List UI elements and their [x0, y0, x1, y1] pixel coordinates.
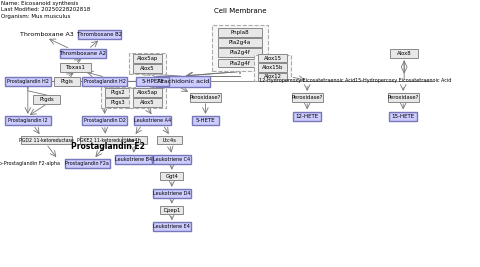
Bar — [133, 98, 162, 107]
Text: Leukotriene E4: Leukotriene E4 — [154, 225, 190, 229]
Text: Alox5ap: Alox5ap — [137, 90, 158, 95]
Bar — [5, 77, 51, 86]
Bar — [133, 54, 162, 63]
Bar — [156, 76, 210, 87]
Bar — [192, 116, 219, 125]
Bar — [54, 77, 81, 86]
Text: Prostaglandin D2: Prostaglandin D2 — [84, 118, 126, 123]
Bar — [258, 73, 287, 81]
Text: PGKE2 11-ketoreductase: PGKE2 11-ketoreductase — [77, 138, 134, 143]
Bar — [218, 58, 262, 67]
Bar — [133, 64, 162, 73]
Text: Peroxidase?: Peroxidase? — [387, 95, 419, 100]
Text: Ggt4: Ggt4 — [166, 174, 178, 179]
Text: Prostaglandin E2: Prostaglandin E2 — [71, 142, 145, 151]
Text: Pla2g4f: Pla2g4f — [229, 61, 251, 65]
Text: 5-HPETE: 5-HPETE — [141, 79, 164, 84]
Text: Ptgis: Ptgis — [61, 79, 73, 84]
Text: Cell Membrane: Cell Membrane — [214, 8, 266, 14]
Bar — [60, 49, 106, 58]
Bar — [129, 53, 166, 74]
Bar — [218, 48, 262, 57]
Bar — [258, 54, 287, 62]
Bar — [122, 136, 147, 144]
Bar — [258, 63, 287, 72]
Text: Alox15b: Alox15b — [262, 65, 283, 70]
Text: 15-HETE: 15-HETE — [392, 114, 415, 119]
Bar — [136, 77, 169, 86]
Bar — [153, 189, 191, 198]
Text: Lta4h: Lta4h — [127, 138, 142, 143]
Text: Ptgs2: Ptgs2 — [111, 90, 125, 95]
Text: Alox15: Alox15 — [264, 56, 282, 61]
Bar — [105, 88, 132, 97]
Bar — [390, 49, 418, 58]
Bar — [21, 136, 72, 144]
Text: Prostaglandin I2: Prostaglandin I2 — [8, 118, 48, 123]
Text: Alox8: Alox8 — [397, 52, 411, 56]
Bar — [254, 55, 291, 81]
Bar — [212, 25, 268, 71]
Bar — [293, 112, 321, 121]
Bar — [129, 88, 166, 108]
Text: Arachidonic acid: Arachidonic acid — [157, 79, 209, 84]
Bar — [115, 155, 152, 164]
Text: Pla2g4a: Pla2g4a — [229, 40, 251, 45]
Text: Leukotriene A4: Leukotriene A4 — [134, 118, 171, 123]
Text: 12-Hydropercoxy Eicosatetraenoic Acid: 12-Hydropercoxy Eicosatetraenoic Acid — [259, 78, 355, 83]
Text: Prostaglandin H2: Prostaglandin H2 — [84, 79, 126, 84]
Text: Pla2g4f: Pla2g4f — [229, 50, 251, 55]
Bar — [33, 95, 60, 104]
Text: Prostaglandin H2: Prostaglandin H2 — [7, 79, 49, 84]
Text: Pnpla8: Pnpla8 — [231, 30, 249, 35]
Bar — [78, 30, 121, 39]
Bar — [60, 63, 91, 72]
Bar — [82, 116, 127, 125]
Bar — [5, 116, 51, 125]
Bar — [153, 155, 191, 164]
Text: Alox12: Alox12 — [264, 74, 282, 79]
Text: Leukotriene D4: Leukotriene D4 — [153, 191, 191, 196]
Text: 5-HETE: 5-HETE — [196, 118, 215, 123]
Bar — [389, 112, 417, 121]
Bar — [218, 38, 262, 47]
Bar — [133, 88, 162, 97]
Text: Thromboxane A3: Thromboxane A3 — [20, 32, 74, 37]
Text: Ltc4s: Ltc4s — [163, 138, 177, 143]
Text: 8-Keto-Prostaglandin F2-alpha: 8-Keto-Prostaglandin F2-alpha — [0, 161, 60, 166]
Text: Name: Eicosanoid synthesis
Last Modified: 20250228202818
Organism: Mus musculus: Name: Eicosanoid synthesis Last Modified… — [1, 1, 91, 19]
Bar — [160, 206, 183, 214]
Text: Alox5ap: Alox5ap — [137, 56, 158, 61]
Bar — [82, 77, 127, 86]
Bar — [160, 172, 183, 180]
Text: 15-Hydropercoxy Eicosatetraenoic Acid: 15-Hydropercoxy Eicosatetraenoic Acid — [355, 78, 451, 83]
Text: Ptgds: Ptgds — [39, 97, 54, 102]
Bar — [292, 93, 323, 102]
Bar — [218, 28, 262, 37]
Text: Leukotriene C4: Leukotriene C4 — [153, 157, 191, 162]
Bar — [388, 93, 419, 102]
Text: Thromboxane A2: Thromboxane A2 — [60, 51, 107, 56]
Bar — [80, 136, 132, 144]
Text: 12-HETE: 12-HETE — [296, 114, 319, 119]
Text: Dpep1: Dpep1 — [163, 208, 180, 213]
Text: Prostaglandin F2a: Prostaglandin F2a — [65, 161, 109, 166]
Bar — [153, 222, 191, 231]
Text: Leukotriene B4: Leukotriene B4 — [115, 157, 152, 162]
Bar — [190, 93, 221, 102]
Text: Thromboxane B2: Thromboxane B2 — [77, 32, 122, 37]
Text: Ptgs3: Ptgs3 — [111, 100, 125, 105]
Bar — [101, 87, 135, 108]
Text: Alox5: Alox5 — [140, 100, 155, 105]
Bar — [64, 159, 110, 168]
Text: PGD2 11-ketoreductase: PGD2 11-ketoreductase — [19, 138, 74, 143]
Bar — [105, 98, 132, 107]
Text: Tbxas1: Tbxas1 — [65, 65, 85, 70]
Bar — [134, 116, 171, 125]
Text: Peroxidase?: Peroxidase? — [190, 95, 221, 100]
Bar — [157, 136, 182, 144]
Text: Peroxidase?: Peroxidase? — [291, 95, 323, 100]
Text: Alox5: Alox5 — [140, 66, 155, 71]
